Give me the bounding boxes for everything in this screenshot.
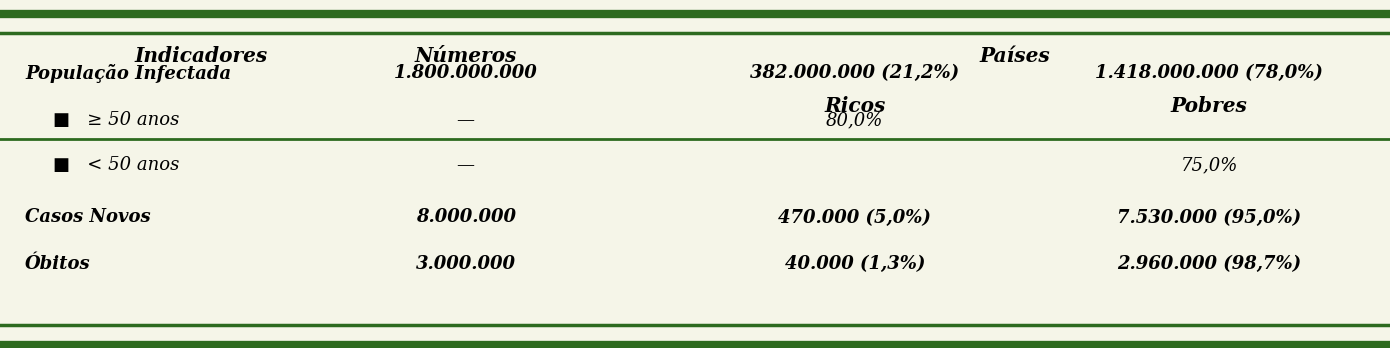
Text: 8.000.000: 8.000.000: [416, 208, 516, 227]
Text: 3.000.000: 3.000.000: [416, 255, 516, 274]
Text: Pobres: Pobres: [1170, 96, 1248, 116]
Text: População Infectada: População Infectada: [25, 64, 231, 82]
Text: —: —: [457, 111, 474, 129]
Text: 382.000.000 (21,2%): 382.000.000 (21,2%): [751, 64, 959, 82]
Text: 7.530.000 (95,0%): 7.530.000 (95,0%): [1118, 208, 1301, 227]
Text: Ricos: Ricos: [824, 96, 885, 116]
Text: 470.000 (5,0%): 470.000 (5,0%): [778, 208, 931, 227]
Text: Números: Números: [414, 46, 517, 66]
Text: ■   < 50 anos: ■ < 50 anos: [53, 156, 179, 174]
Text: 80,0%: 80,0%: [826, 111, 884, 129]
Text: 2.960.000 (98,7%): 2.960.000 (98,7%): [1118, 255, 1301, 274]
Text: —: —: [457, 156, 474, 174]
Text: 75,0%: 75,0%: [1180, 156, 1238, 174]
Text: 1.418.000.000 (78,0%): 1.418.000.000 (78,0%): [1095, 64, 1323, 82]
Text: ■   ≥ 50 anos: ■ ≥ 50 anos: [53, 111, 179, 129]
Text: 1.800.000.000: 1.800.000.000: [393, 64, 538, 82]
Text: Casos Novos: Casos Novos: [25, 208, 150, 227]
Text: 40.000 (1,3%): 40.000 (1,3%): [785, 255, 924, 274]
Text: Países: Países: [980, 46, 1049, 66]
Text: Óbitos: Óbitos: [25, 255, 90, 274]
Text: Indicadores: Indicadores: [135, 46, 268, 66]
